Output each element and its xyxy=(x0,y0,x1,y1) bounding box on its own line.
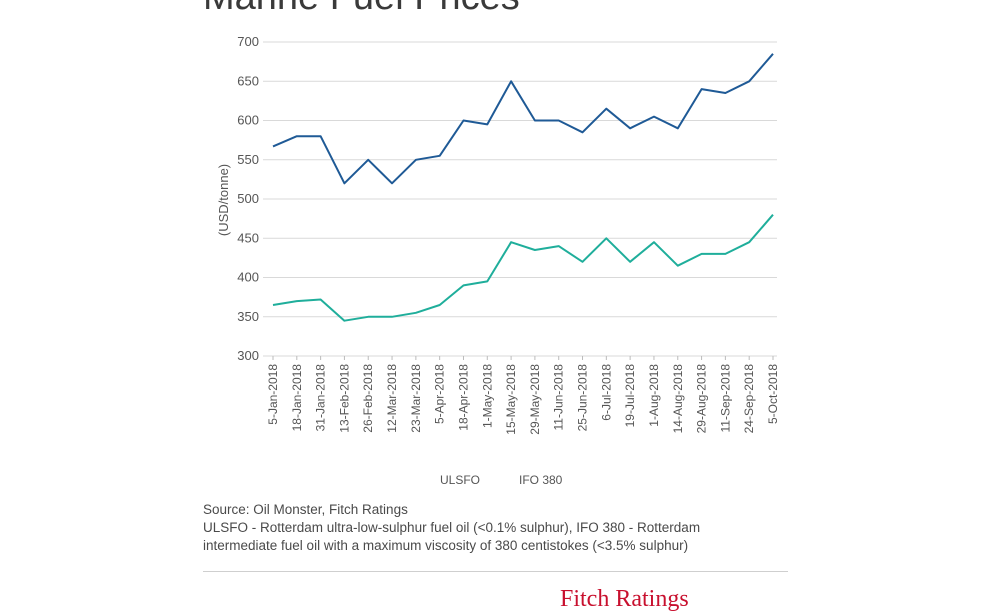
x-tick-label: 19-Jul-2018 xyxy=(623,364,637,428)
series-lines xyxy=(272,53,774,322)
y-tick-label: 400 xyxy=(237,270,259,285)
x-tick-label: 18-Jan-2018 xyxy=(290,364,304,432)
y-tick-label: 650 xyxy=(237,73,259,88)
x-tick-label: 18-Apr-2018 xyxy=(456,364,470,431)
y-tick-label: 450 xyxy=(237,230,259,245)
x-tick-label: 5-Jan-2018 xyxy=(266,364,280,425)
x-tick-label: 29-May-2018 xyxy=(528,364,542,435)
source-note: Source: Oil Monster, Fitch Ratings ULSFO… xyxy=(203,501,803,555)
x-tick-label: 13-Feb-2018 xyxy=(337,364,351,433)
source-line-2: ULSFO - Rotterdam ultra-low-sulphur fuel… xyxy=(203,520,701,535)
y-tick-label: 550 xyxy=(237,152,259,167)
grid xyxy=(263,41,777,357)
legend: ULSFO IFO 380 xyxy=(0,473,1000,489)
legend-ulsfo: ULSFO xyxy=(440,473,481,487)
y-tick-label: 600 xyxy=(237,113,259,128)
x-tick-label: 31-Jan-2018 xyxy=(314,364,328,432)
x-tick-label: 1-Aug-2018 xyxy=(647,364,661,427)
x-tick-label: 14-Aug-2018 xyxy=(671,364,685,434)
x-tick-label: 6-Jul-2018 xyxy=(599,364,613,421)
x-tick-label: 11-Sep-2018 xyxy=(718,364,732,433)
brand-logo: Fitch Ratings xyxy=(560,586,689,612)
y-tick-label: 500 xyxy=(237,191,259,206)
y-tick-label: 350 xyxy=(237,309,259,324)
x-tick-label: 26-Feb-2018 xyxy=(361,364,375,433)
x-tick-label: 11-Jun-2018 xyxy=(552,364,566,431)
x-tick-label: 23-Mar-2018 xyxy=(409,364,423,433)
x-tick-label: 25-Jun-2018 xyxy=(576,364,590,432)
y-axis: 300 350 400 450 500 550 600 650 700 xyxy=(237,34,259,363)
x-tick-label: 5-Apr-2018 xyxy=(433,364,447,424)
x-tick-label: 15-May-2018 xyxy=(504,364,518,435)
x-tick-label: 1-May-2018 xyxy=(480,364,494,428)
y-axis-label: (USD/tonne) xyxy=(216,164,231,236)
x-tick-label: 12-Mar-2018 xyxy=(385,364,399,433)
legend-ifo380: IFO 380 xyxy=(519,473,563,487)
x-tick-label: 5-Oct-2018 xyxy=(766,364,780,424)
divider xyxy=(203,571,788,572)
y-tick-label: 700 xyxy=(237,34,259,49)
chart-title: Marine Fuel Prices xyxy=(203,0,520,16)
y-tick-label: 300 xyxy=(237,348,259,363)
x-tick-label: 24-Sep-2018 xyxy=(742,364,756,434)
series-line-ifo-380 xyxy=(272,214,774,322)
x-tick-label: 29-Aug-2018 xyxy=(695,364,709,434)
x-axis: 5-Jan-2018 18-Jan-2018 31-Jan-2018 13-Feb-2… xyxy=(266,356,780,435)
series-line-ulsfo xyxy=(272,53,774,185)
source-line-3: intermediate fuel oil with a maximum vis… xyxy=(203,538,689,553)
source-line-1: Source: Oil Monster, Fitch Ratings xyxy=(203,502,408,517)
